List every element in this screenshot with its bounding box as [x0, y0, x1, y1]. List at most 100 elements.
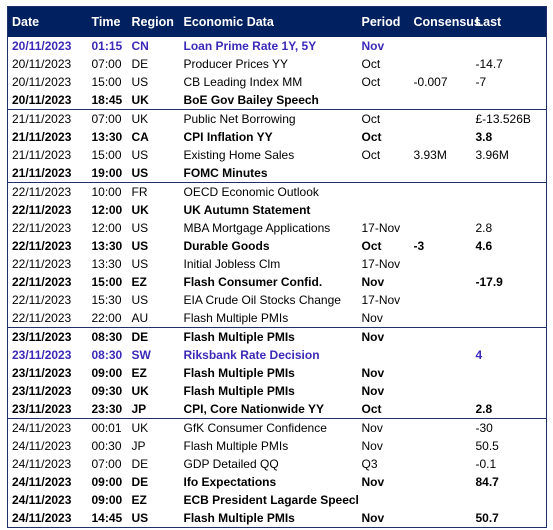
cell-date: 20/11/2023	[12, 57, 72, 71]
cell-consensus	[410, 110, 472, 129]
cell-consensus	[409, 164, 472, 183]
cell-period: Oct	[361, 239, 382, 253]
table-row: 21/11/2023 19:00 US FOMC Minutes	[7, 164, 547, 183]
cell-region: UK	[131, 203, 149, 217]
table-row: 22/11/2023 15:00 EZ Flash Consumer Confid. N…	[8, 273, 547, 291]
cell-date: 22/11/2023	[12, 221, 72, 235]
table-row: 22/11/2023 13:30 US Initial Jobless Clm 17-N…	[8, 255, 547, 273]
cell-consensus	[410, 273, 472, 291]
cell-economic-data: UK Autumn Statement	[183, 203, 311, 217]
cell-period: Oct	[357, 400, 410, 419]
cell-region: SW	[131, 348, 151, 362]
cell-date: 24/11/2023	[12, 457, 72, 471]
cell-consensus	[410, 473, 472, 491]
cell-consensus	[410, 491, 472, 509]
column-header-date: Date	[7, 6, 88, 37]
cell-date: 23/11/2023	[12, 384, 72, 398]
cell-region: DE	[131, 57, 149, 71]
cell-last	[472, 364, 547, 382]
cell-period: Nov	[357, 309, 410, 328]
cell-date: 22/11/2023	[12, 293, 72, 307]
cell-economic-data: CB Leading Index MM	[183, 75, 303, 89]
table-row: 23/11/2023 09:30 UK Flash Multiple PMIs Nov	[8, 382, 547, 400]
table-row: 22/11/2023 12:00 US MBA Mortgage Applicatio…	[8, 219, 547, 237]
cell-region: DE	[131, 475, 149, 489]
column-header-region: Region	[127, 6, 180, 37]
cell-last: 84.7	[475, 475, 499, 489]
cell-economic-data: GDP Detailed QQ	[183, 457, 279, 471]
cell-consensus: 3.93M	[413, 148, 447, 162]
cell-date: 21/11/2023	[12, 148, 72, 162]
cell-period: Oct	[361, 75, 381, 89]
cell-economic-data: Flash Multiple PMIs	[183, 330, 295, 344]
cell-time: 19:00	[87, 164, 128, 183]
table-row: 21/11/2023 07:00 UK Public Net Borrowing Oct…	[8, 110, 547, 129]
cell-period: Nov	[361, 384, 385, 398]
table-row: 22/11/2023 10:00 FR OECD Economic Outlook	[8, 183, 547, 202]
cell-time: 12:00	[91, 203, 123, 217]
table-row: 24/11/2023 00:30 JP Flash Multiple PMIs Nov 5…	[8, 437, 547, 455]
cell-last: 3.8	[475, 130, 493, 144]
cell-last	[472, 491, 547, 509]
cell-date: 24/11/2023	[12, 421, 72, 435]
cell-period: 17-Nov	[361, 293, 401, 307]
table-row: 20/11/2023 15:00 US CB Leading Index MM Oct -…	[8, 73, 547, 91]
cell-last: 4	[475, 348, 483, 362]
cell-time: 07:00	[91, 457, 122, 471]
cell-last	[472, 255, 547, 273]
cell-date: 24/11/2023	[12, 511, 72, 525]
cell-consensus	[410, 509, 472, 528]
cell-economic-data: CPI Inflation YY	[183, 130, 273, 144]
cell-region: US	[131, 75, 149, 89]
cell-last	[471, 91, 547, 110]
cell-date: 22/11/2023	[12, 185, 72, 199]
cell-last	[472, 201, 547, 219]
cell-economic-data: Loan Prime Rate 1Y, 5Y	[183, 39, 317, 53]
cell-last	[472, 183, 547, 202]
cell-period	[358, 346, 410, 364]
cell-date: 22/11/2023	[12, 239, 72, 253]
cell-last: 2.8	[471, 400, 547, 419]
cell-time: 00:01	[91, 421, 122, 435]
cell-region: UK	[131, 384, 149, 398]
cell-date: 21/11/2023	[12, 112, 72, 126]
cell-time: 15:00	[91, 275, 123, 289]
cell-region: US	[131, 257, 149, 271]
cell-region: UK	[127, 91, 180, 110]
cell-region: US	[131, 239, 149, 253]
cell-economic-data: Public Net Borrowing	[183, 112, 296, 126]
cell-economic-data: ECB President Lagarde Speech	[183, 493, 358, 507]
cell-consensus	[409, 400, 472, 419]
cell-time: 10:00	[91, 185, 122, 199]
cell-region: DE	[131, 457, 149, 471]
cell-region: US	[131, 293, 149, 307]
cell-last	[472, 37, 547, 55]
cell-period: Oct	[361, 112, 381, 126]
cell-region: JP	[131, 439, 146, 453]
cell-economic-data: Producer Prices YY	[183, 57, 289, 71]
cell-consensus	[410, 419, 472, 438]
cell-time: 13:30	[91, 239, 123, 253]
cell-last: -7	[475, 75, 487, 89]
cell-date: 22/11/2023	[7, 309, 88, 328]
cell-region: FR	[131, 185, 148, 199]
cell-period: Nov	[361, 475, 385, 489]
cell-economic-data: FOMC Minutes	[179, 164, 358, 183]
cell-period: Oct	[361, 57, 381, 71]
table-row: 22/11/2023 22:00 AU Flash Multiple PMIs Nov	[7, 309, 547, 328]
column-header-period: Period	[357, 6, 410, 37]
cell-date: 21/11/2023	[12, 130, 72, 144]
cell-last: -17.9	[475, 275, 503, 289]
cell-time: 08:30	[91, 348, 123, 362]
cell-economic-data: Flash Multiple PMIs	[183, 366, 295, 380]
cell-period: Nov	[361, 275, 385, 289]
table-row: 21/11/2023 15:00 US Existing Home Sales Oct 3…	[8, 146, 547, 164]
cell-region: UK	[131, 112, 149, 126]
cell-period: Nov	[361, 421, 383, 435]
cell-consensus	[410, 437, 472, 455]
cell-period: Oct	[361, 130, 382, 144]
cell-consensus	[410, 255, 472, 273]
cell-time: 15:00	[91, 75, 122, 89]
cell-time: 15:00	[91, 148, 122, 162]
cell-consensus	[410, 364, 472, 382]
